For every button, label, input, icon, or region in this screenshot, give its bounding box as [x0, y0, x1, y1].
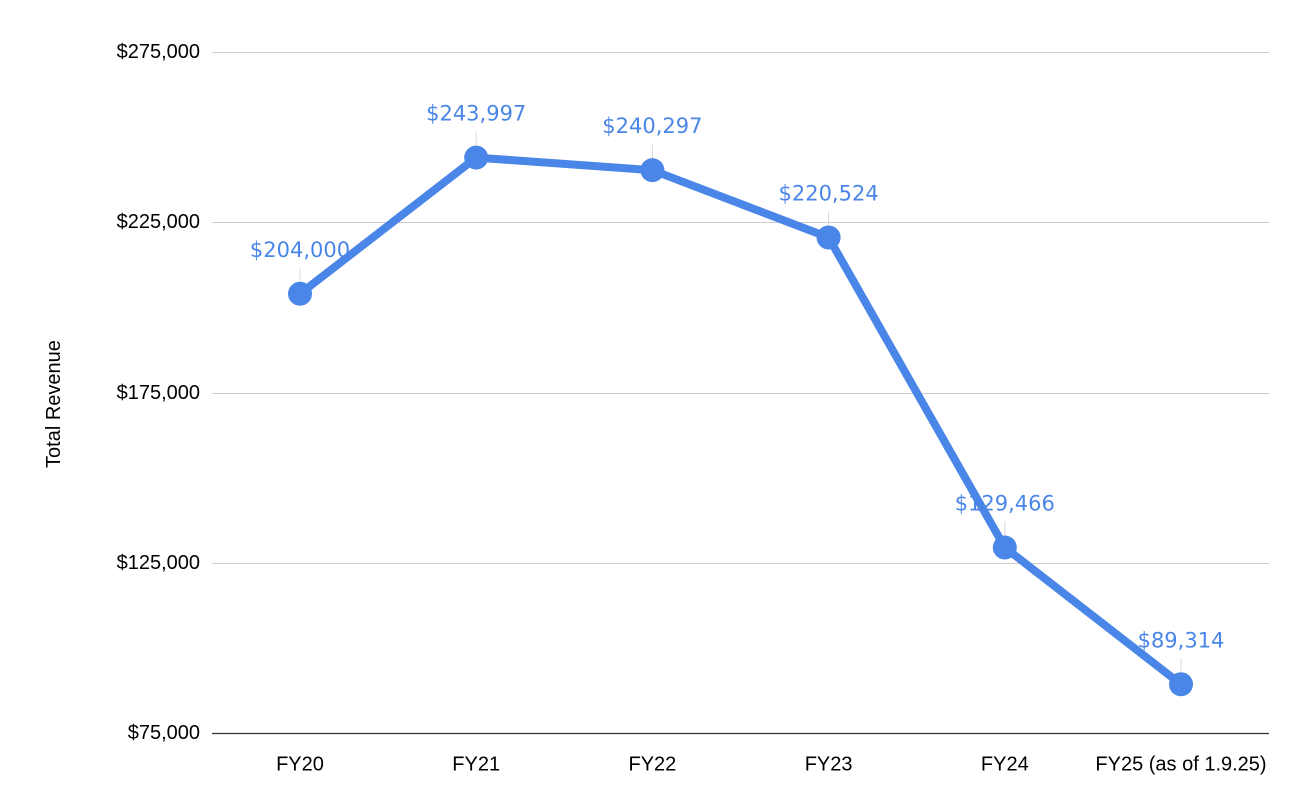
- data-label: $89,314: [1138, 628, 1225, 652]
- data-point: [992, 535, 1017, 560]
- x-tick-label: FY21: [452, 753, 500, 775]
- data-point: [288, 281, 312, 306]
- data-labels: $204,000 $243,997 $240,297 $220,524 $129,466…: [250, 102, 1225, 673]
- y-tick-label: $125,000: [117, 552, 200, 574]
- data-label: $240,297: [602, 114, 702, 138]
- x-tick-label: FY25 (as of 1.9.25): [1095, 753, 1266, 775]
- y-axis-tick-labels: $75,000 $125,000 $175,000 $225,000 $275,000: [117, 41, 200, 744]
- y-tick-label: $225,000: [117, 211, 200, 233]
- x-tick-label: FY20: [276, 753, 324, 775]
- y-axis-title: Total Revenue: [43, 340, 65, 468]
- data-points: [288, 145, 1193, 697]
- data-label: $204,000: [250, 238, 350, 262]
- data-point: [640, 158, 665, 183]
- data-label: $220,524: [778, 181, 878, 205]
- y-tick-label: $75,000: [128, 722, 200, 744]
- data-point: [464, 145, 489, 170]
- x-tick-label: FY22: [628, 753, 676, 775]
- series-line-layer: [296, 153, 1185, 689]
- series-line: [296, 153, 1185, 689]
- y-tick-label: $175,000: [117, 382, 200, 404]
- data-point: [816, 225, 841, 250]
- x-axis-tick-labels: FY20 FY21 FY22 FY23 FY24 FY25 (as of 1.9.25): [276, 753, 1267, 775]
- data-point: [1169, 672, 1193, 697]
- data-label: $129,466: [955, 492, 1055, 516]
- data-label: $243,997: [426, 102, 526, 126]
- y-tick-label: $275,000: [117, 41, 200, 63]
- x-tick-label: FY24: [981, 753, 1029, 775]
- x-tick-label: FY23: [805, 753, 853, 775]
